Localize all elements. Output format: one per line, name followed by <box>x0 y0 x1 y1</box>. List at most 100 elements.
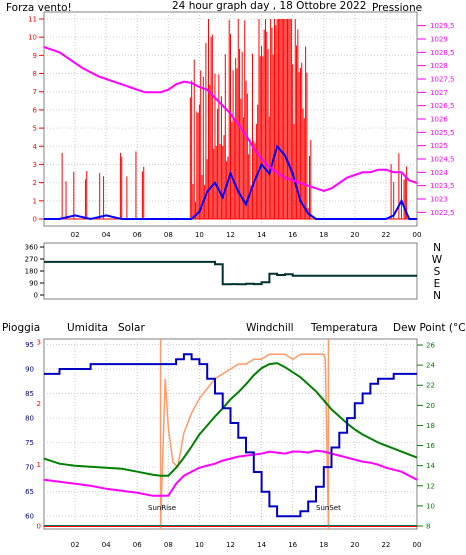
top-plot: 02 04 06 08 10 12 14 16 18 20 22 001110987654321010… <box>28 16 454 240</box>
legend-solar: Solar <box>118 322 145 334</box>
rain-tick-label: 2 <box>37 400 41 408</box>
wind-tick-label: 10 <box>28 34 37 42</box>
wind-tick-label: 8 <box>33 70 37 78</box>
legend-rain: Pioggia <box>2 322 40 334</box>
top-x-tick-label: 22 <box>381 231 390 239</box>
winddir-plot-frame <box>43 242 418 300</box>
pressure-tick-label: 1029 <box>430 36 448 44</box>
sunrise-label: SunRise <box>148 504 176 512</box>
pressure-tick-label: 1029,5 <box>430 22 455 30</box>
wind-axis-label: Forza vento! <box>6 2 72 14</box>
humidity-tick-label: 75 <box>25 439 34 447</box>
temperature-tick-label: 26 <box>426 342 435 350</box>
top-x-tick-label: 20 <box>350 231 359 239</box>
bottom-x-tick-label: 00 <box>413 541 422 549</box>
pressure-line <box>43 46 418 193</box>
top-x-tick-label: 08 <box>164 231 173 239</box>
chart-title: 24 hour graph day , 18 Ottobre 2022 <box>172 0 366 12</box>
pressure-tick-label: 1022,5 <box>430 209 455 217</box>
temperature-tick-label: 8 <box>426 523 430 531</box>
dewpoint-line <box>43 449 418 497</box>
wind-tick-label: 3 <box>33 161 37 169</box>
winddir-letter: W <box>432 254 443 266</box>
legend-temperature: Temperatura <box>310 322 378 334</box>
winddir-letter: S <box>434 266 441 278</box>
humidity-tick-label: 95 <box>25 341 34 349</box>
bottom-x-tick-label: 16 <box>288 541 297 549</box>
pressure-tick-label: 1027,5 <box>430 76 455 84</box>
bottom-x-tick-label: 18 <box>319 541 328 549</box>
pressure-tick-label: 1027 <box>430 89 448 97</box>
top-x-tick-label: 00 <box>413 231 422 239</box>
pressure-tick-label: 1028,5 <box>430 49 455 57</box>
rain-tick-label: 0 <box>37 523 41 531</box>
winddir-letter: N <box>433 290 441 302</box>
rain-tick-label: 1 <box>37 461 41 469</box>
legend-humidity: Umidita <box>67 322 108 334</box>
top-x-tick-label: 16 <box>288 231 297 239</box>
pressure-tick-label: 1023,5 <box>430 182 455 190</box>
wind-tick-label: 9 <box>33 52 37 60</box>
rain-tick-label: 3 <box>37 339 41 347</box>
pressure-tick-label: 1026,5 <box>430 102 455 110</box>
bottom-x-tick-label: 10 <box>195 541 204 549</box>
pressure-tick-label: 1028 <box>430 62 448 70</box>
humidity-tick-label: 60 <box>25 513 34 521</box>
bottom-x-tick-label: 14 <box>257 541 266 549</box>
winddir-letter: N <box>433 242 441 254</box>
temperature-tick-label: 20 <box>426 402 435 410</box>
temperature-tick-label: 18 <box>426 422 435 430</box>
pressure-tick-label: 1024,5 <box>430 156 455 164</box>
pressure-tick-label: 1026 <box>430 116 448 124</box>
pressure-tick-label: 1025 <box>430 142 448 150</box>
temperature-tick-label: 10 <box>426 502 435 510</box>
wind-tick-label: 0 <box>33 216 37 224</box>
wind-tick-label: 7 <box>33 88 37 96</box>
wind-tick-label: 11 <box>28 16 37 24</box>
winddir-tick-label: 270 <box>25 256 38 264</box>
winddir-tick-label: 0 <box>34 292 38 300</box>
humidity-tick-label: 70 <box>25 464 34 472</box>
winddir-tick-label: 180 <box>25 268 38 276</box>
wind-tick-label: 2 <box>33 179 37 187</box>
top-x-tick-label: 14 <box>257 231 266 239</box>
winddir-letter: E <box>434 278 441 290</box>
temperature-tick-label: 24 <box>426 362 435 370</box>
bottom-plot: 02 04 06 08 10 12 14 16 18 20 22 009590858075706560… <box>25 339 435 550</box>
sunset-label: SunSet <box>316 504 341 512</box>
bottom-x-tick-label: 04 <box>102 541 111 549</box>
top-x-tick-label: 10 <box>195 231 204 239</box>
temperature-tick-label: 22 <box>426 382 435 390</box>
humidity-line <box>44 353 417 518</box>
wind-speed-line <box>44 144 417 221</box>
wind-tick-label: 5 <box>33 125 37 133</box>
winddir-line <box>44 260 417 286</box>
solar-line <box>159 353 330 527</box>
bottom-x-tick-label: 20 <box>350 541 359 549</box>
top-x-tick-label: 18 <box>319 231 328 239</box>
temperature-line <box>43 362 418 477</box>
bottom-x-tick-label: 12 <box>226 541 235 549</box>
bottom-x-tick-label: 06 <box>133 541 142 549</box>
wind-tick-label: 4 <box>33 143 38 151</box>
bottom-x-tick-label: 22 <box>381 541 390 549</box>
wind-tick-label: 1 <box>33 197 37 205</box>
pressure-axis-label: Pressione <box>372 2 422 14</box>
wind-tick-label: 6 <box>33 106 38 114</box>
bottom-x-tick-label: 02 <box>71 541 80 549</box>
legend-windchill: Windchill <box>246 322 294 334</box>
top-x-tick-label: 06 <box>133 231 142 239</box>
winddir-tick-label: 90 <box>29 280 38 288</box>
winddir-plot: 360 N 270 W 180 S 90 E 0 N <box>25 242 443 302</box>
pressure-tick-label: 1023 <box>430 196 448 204</box>
legend-dewpoint: Dew Point (°C) <box>393 322 466 334</box>
pressure-tick-label: 1024 <box>430 169 448 177</box>
top-x-tick-label: 02 <box>71 231 80 239</box>
temperature-tick-label: 16 <box>426 442 435 450</box>
humidity-tick-label: 65 <box>25 488 34 496</box>
humidity-tick-label: 85 <box>25 390 34 398</box>
winddir-tick-label: 360 <box>25 244 38 252</box>
temperature-tick-label: 14 <box>426 462 435 470</box>
humidity-tick-label: 90 <box>25 365 34 373</box>
